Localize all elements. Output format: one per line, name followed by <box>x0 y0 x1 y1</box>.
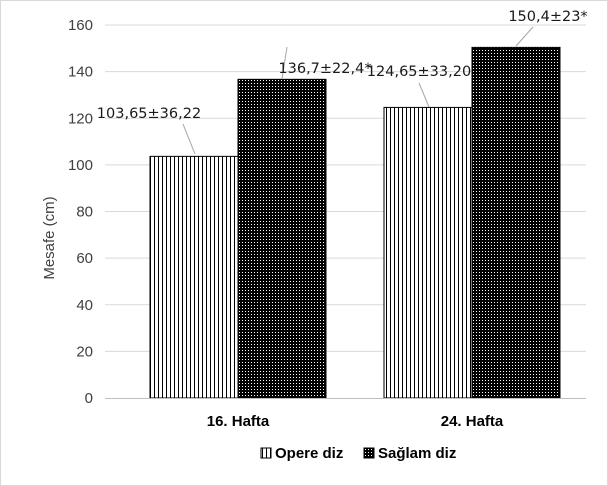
y-tick-label: 80 <box>76 204 93 221</box>
data-label: 103,65±36,22 <box>97 106 201 122</box>
data-label: 150,4±23* <box>508 9 587 25</box>
y-tick-label: 160 <box>68 17 93 34</box>
x-axis-categories: 16. Hafta 24. Hafta <box>207 413 504 430</box>
bar-saglam-diz-1 <box>237 78 327 399</box>
data-labels: 103,65±36,22 136,7±22,4*124,65±33,20 150,4… <box>97 9 588 122</box>
data-label-leader <box>182 123 196 155</box>
bars <box>149 46 561 399</box>
legend-label: Opere diz <box>275 445 343 462</box>
data-label-leader <box>418 82 430 108</box>
legend-swatch-saglam-diz <box>363 447 375 459</box>
data-label: 124,65±33,20 <box>367 64 471 80</box>
legend: Opere diz Sağlam diz <box>260 445 456 462</box>
y-tick-label: 60 <box>76 250 93 267</box>
bar-saglam-diz-2 <box>471 46 561 399</box>
data-label: 136,7±22,4* <box>278 61 371 77</box>
y-tick-label: 40 <box>76 297 93 314</box>
y-tick-label: 140 <box>68 64 93 81</box>
y-axis-ticks: 0 20 40 60 80 100 120 140 160 <box>68 17 93 407</box>
y-tick-label: 20 <box>76 343 93 360</box>
legend-swatch-opere-diz <box>260 447 272 459</box>
legend-label: Sağlam diz <box>378 445 456 462</box>
bar-opere-diz-2 <box>383 106 473 399</box>
data-label-leader <box>515 26 534 47</box>
y-tick-label: 100 <box>68 157 93 174</box>
x-category-label: 24. Hafta <box>441 413 504 430</box>
data-label-leader <box>281 46 288 80</box>
y-axis-title: Mesafe (cm) <box>41 196 58 279</box>
y-tick-label: 120 <box>68 110 93 127</box>
y-tick-label: 0 <box>85 390 93 407</box>
bar-opere-diz-1 <box>149 155 239 399</box>
x-category-label: 16. Hafta <box>207 413 270 430</box>
data-label-leaders <box>182 26 534 155</box>
